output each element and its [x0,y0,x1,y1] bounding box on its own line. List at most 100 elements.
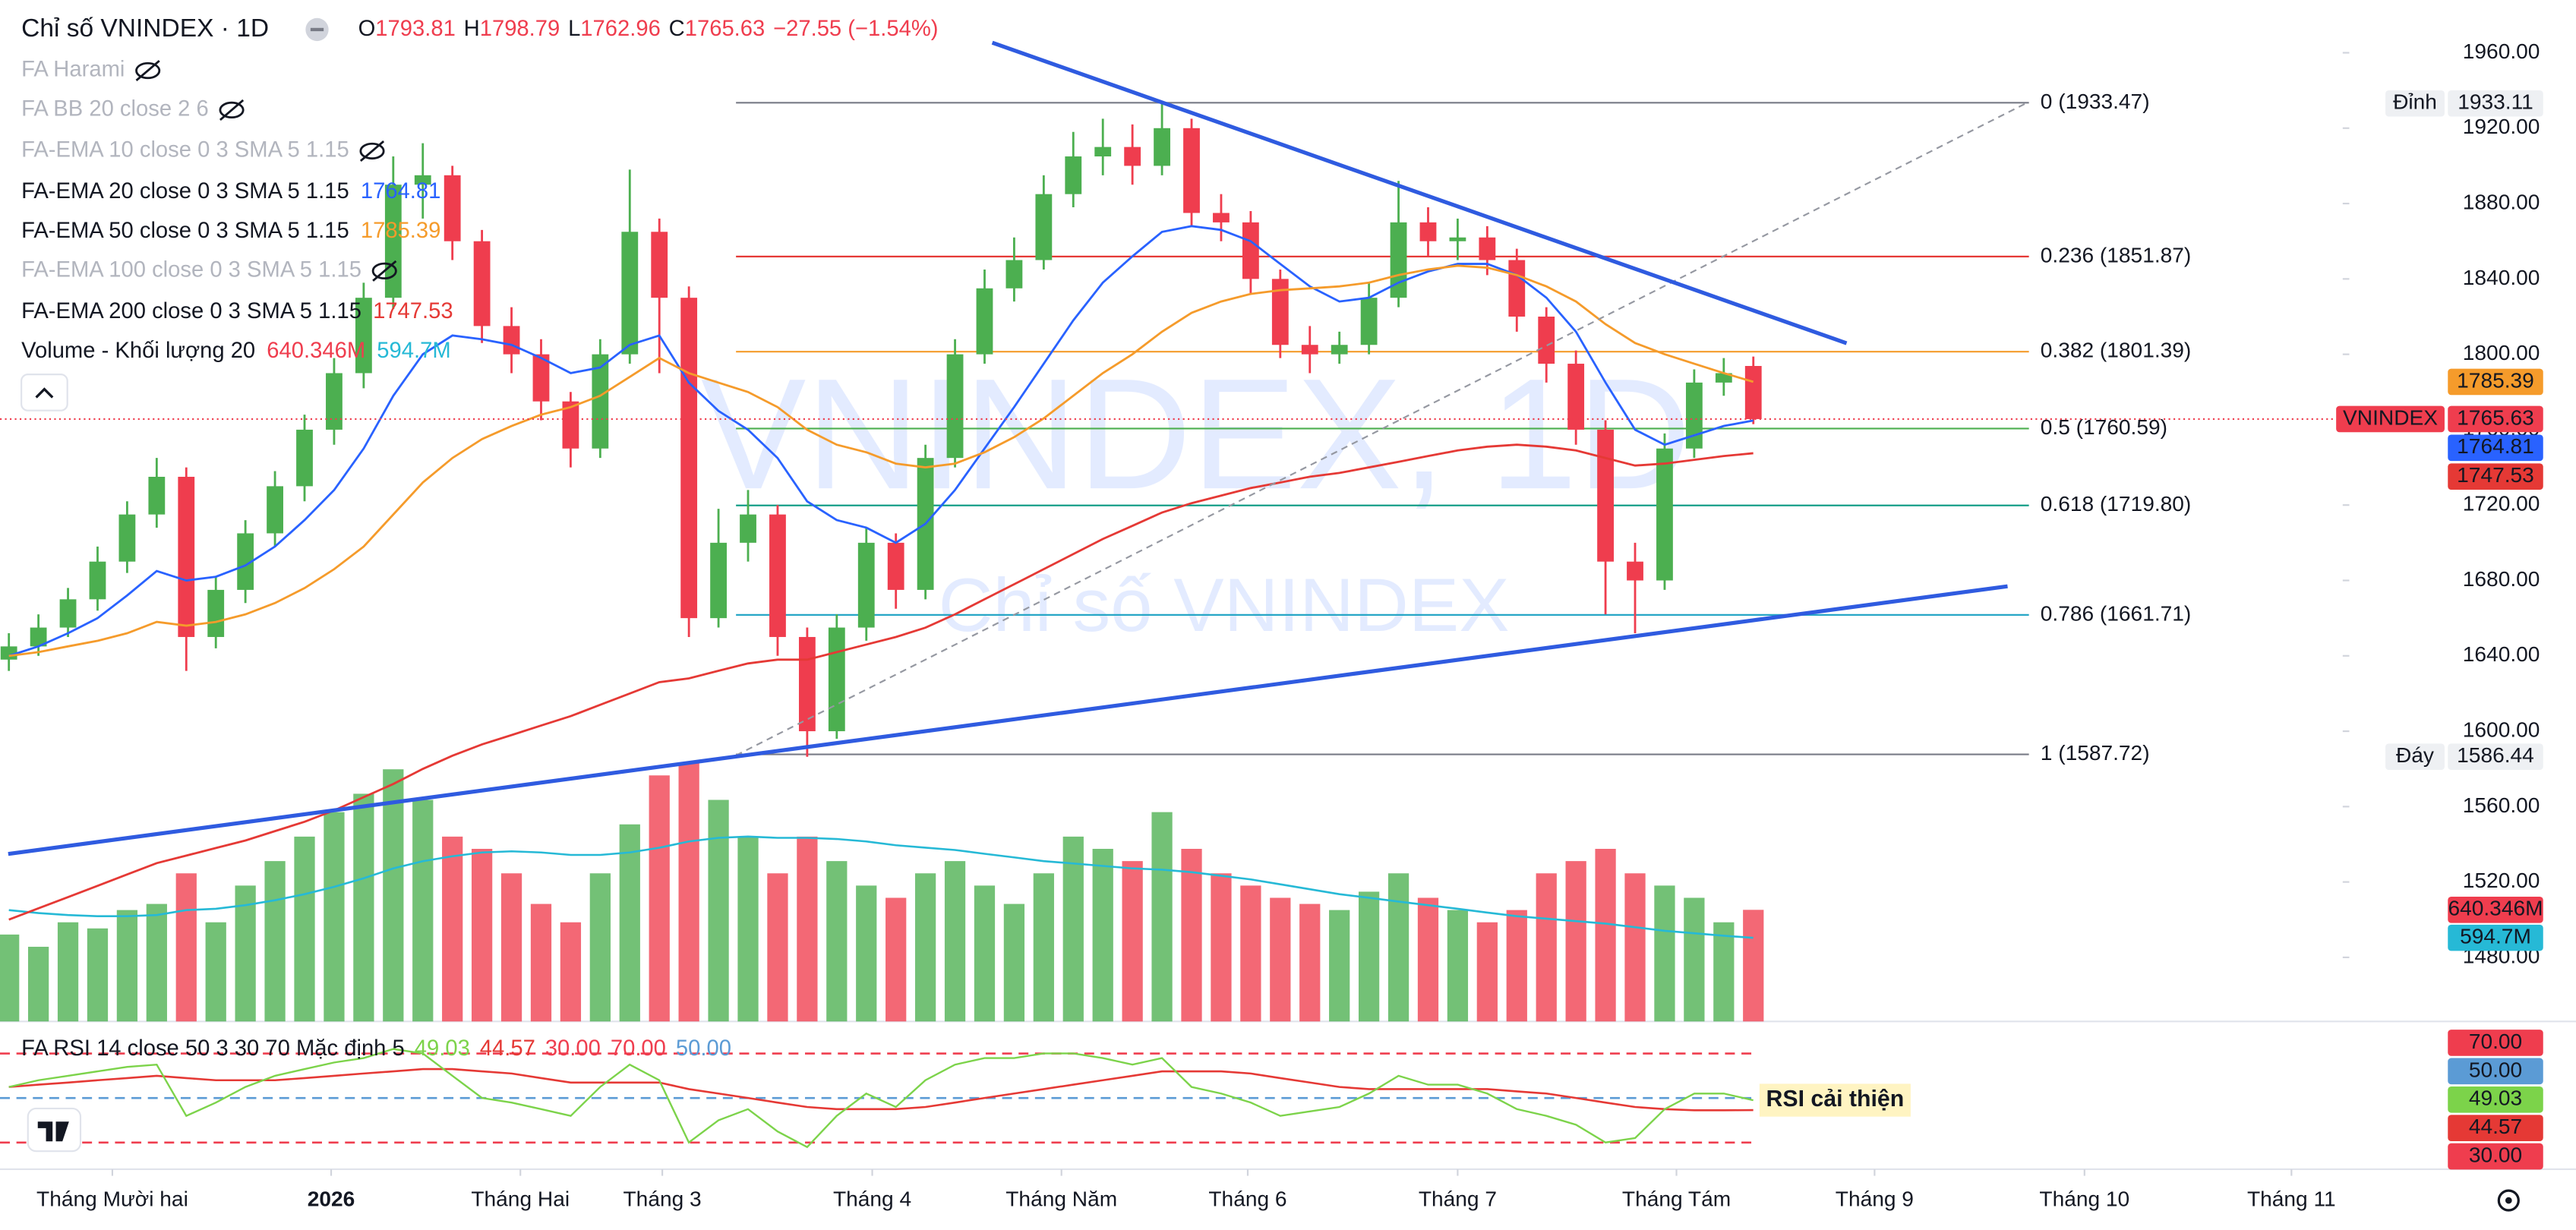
volume-bar [1092,848,1113,1022]
volume-bar [442,836,463,1022]
candle-body [1449,237,1466,241]
price-tag [2448,405,2543,433]
ema-line [8,225,1754,658]
legend-name: Volume - Khối lượng 20 [21,339,255,363]
volume-bar [412,800,434,1022]
candle-body [828,627,845,732]
fib-label: 0.382 (1801.39) [2041,339,2192,362]
trendline-down [991,40,1848,345]
candle-body [621,232,639,355]
candle-body [1183,128,1200,213]
legend-item: FA-EMA 100 close 0 3 SMA 5 1.15 [21,258,361,282]
volume-bar [1476,922,1498,1022]
volume-bar [383,769,404,1022]
candle-body [355,298,372,374]
candle-body [59,599,77,628]
trendline-up [8,584,2008,856]
rsi-line [8,1048,1754,1149]
volume-bar [1358,891,1380,1022]
extreme-tag [2385,90,2445,117]
tv-logo [27,1107,82,1153]
volume-bar [1417,897,1439,1022]
open: 1793.81 [375,17,456,41]
volume-bar [1713,922,1735,1022]
x-tick-label: Tháng 4 [833,1187,911,1210]
legend-value: 30.00 [545,1036,601,1061]
hidden-eye [359,142,385,160]
volume-bar [1387,873,1410,1022]
price-tag [2448,463,2543,490]
legend-item: FA Harami [21,58,125,82]
legend-name: FA-EMA 200 close 0 3 SMA 5 1.15 [21,299,361,323]
candle-body [1331,345,1348,355]
candle-body [414,175,431,185]
volume-bar [767,873,788,1022]
x-tick-label: Tháng 6 [1208,1187,1286,1210]
x-tick-label: Tháng 9 [1836,1187,1914,1210]
x-tick-label: Tháng 11 [2247,1187,2336,1210]
status-icon [310,27,324,32]
candle-body [1213,213,1230,222]
candle-body [296,429,313,487]
y-tick-label: 1560.00 [2463,793,2540,817]
candle-body [444,175,461,241]
volume-bar [1684,897,1705,1022]
ema-line [8,264,1754,658]
y-tick-label: 1840.00 [2463,266,2540,289]
candle-body [1065,156,1082,194]
fib-label: 1 (1587.72) [2041,741,2150,765]
watermark-sub: Chỉ số VNINDEX [939,563,1510,648]
price-tag-label: 30.00 [2469,1143,2522,1167]
volume-bar [27,946,49,1022]
watermark-main: VNINDEX, 1D [701,346,1691,522]
volume-bar [944,861,966,1022]
x-tick-label: Tháng Mười hai [36,1187,188,1210]
legend-item: FA-EMA 50 close 0 3 SMA 5 1.15 1785.39 [21,219,440,243]
candle-body [1479,237,1496,260]
y-tick-label: 1640.00 [2463,642,2540,666]
h-label: H [464,17,480,41]
x-tick-label: Tháng Hai [471,1187,570,1210]
volume-bar [886,897,907,1022]
extreme-tag-label: Đỉnh [2393,90,2437,114]
volume-bar [1624,873,1646,1022]
candle-body [1715,373,1732,383]
volume-bar [619,824,640,1022]
symbol-tag-label: VNINDEX [2343,405,2438,429]
close: 1765.63 [685,17,766,41]
settings-icon[interactable] [2497,1189,2520,1212]
volume-bar [530,904,552,1022]
volume-bar [87,928,109,1022]
candle-body [680,298,698,619]
candle-body [1360,298,1378,345]
legend-value: 50.00 [676,1036,731,1061]
plot: 1480.001520.001560.001600.001640.001680.… [0,39,2543,1210]
price-tag [2448,743,2543,771]
candle-body [592,354,609,449]
hidden-eye [371,262,397,280]
volume-bar [264,861,286,1022]
candle-body [562,401,579,449]
candle-body [1005,260,1023,289]
price-tag [2448,1058,2543,1085]
candle-body [473,241,491,326]
header: Chỉ số VNINDEX · 1D O1793.81 H1798.79 L176… [21,14,938,43]
volume-bar [353,793,374,1022]
price-tag [2448,1143,2543,1170]
volume-bar [856,885,877,1022]
collapse-button[interactable] [21,374,68,412]
x-tick-label: Tháng Tám [1622,1187,1731,1210]
candle-body [1627,561,1643,581]
legend-value: 49.03 [415,1036,470,1061]
watermark: VNINDEX, 1D Chỉ số VNINDEX [701,346,1691,648]
volume-bar [560,922,582,1022]
candle-body [710,542,727,619]
price-tag-label: 1785.39 [2457,368,2534,392]
candle-body [1744,366,1762,419]
volume-bar [1181,848,1202,1022]
volume-bar [471,848,493,1022]
legend-name: FA-EMA 20 close 0 3 SMA 5 1.15 [21,179,349,203]
fib-label: 0 (1933.47) [2041,90,2150,113]
legend-item: FA-EMA 20 close 0 3 SMA 5 1.15 1764.81 [21,179,440,203]
volume-bar [1062,836,1084,1022]
